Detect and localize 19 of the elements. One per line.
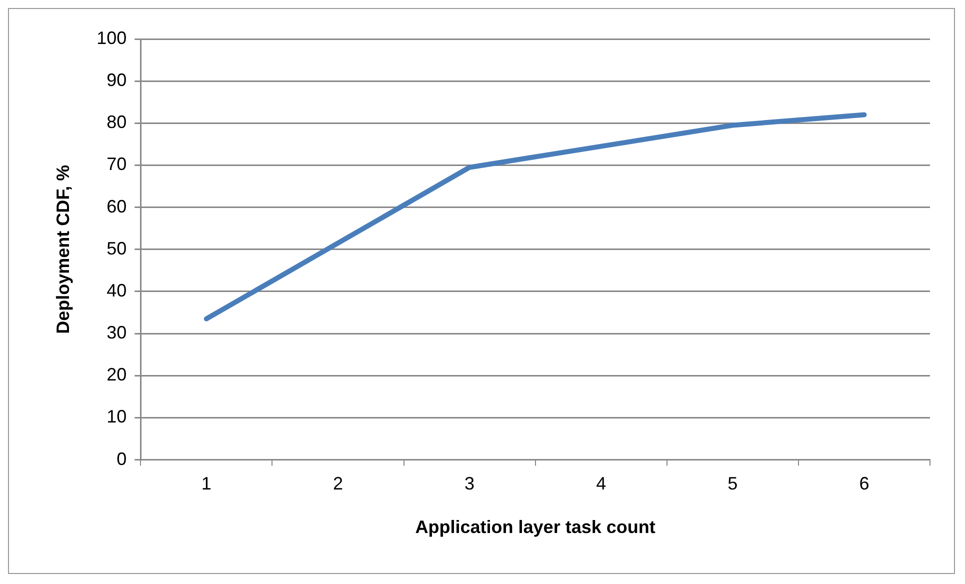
y-tick-label: 30	[106, 322, 127, 343]
x-tick-label: 1	[201, 474, 212, 494]
y-axis-title: Deployment CDF, %	[52, 164, 73, 334]
y-tick-label: 70	[106, 154, 127, 174]
x-tick-label: 6	[859, 474, 870, 494]
y-tick-label: 50	[106, 238, 127, 258]
y-tick-label: 40	[106, 280, 127, 300]
y-tick-label: 90	[106, 70, 127, 90]
y-tick-label: 80	[106, 112, 127, 132]
x-axis-title: Application layer task count	[415, 517, 656, 538]
x-tick-label: 3	[464, 474, 475, 494]
x-tick-label: 5	[728, 474, 738, 494]
x-tick-label: 4	[596, 474, 606, 494]
y-tick-label: 10	[106, 406, 127, 427]
y-tick-label: 60	[106, 196, 127, 216]
y-tick-label: 100	[96, 28, 127, 48]
y-tick-label: 0	[116, 448, 127, 469]
y-tick-label: 20	[106, 364, 127, 385]
x-tick-label: 2	[332, 474, 343, 494]
